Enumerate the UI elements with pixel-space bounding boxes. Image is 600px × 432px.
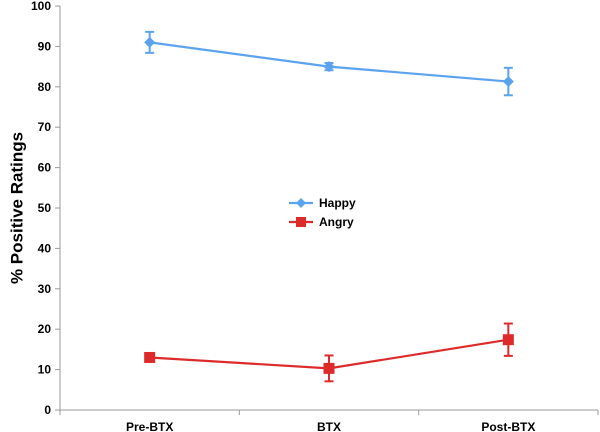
y-tick-label: 90	[38, 39, 52, 53]
y-tick-label: 70	[38, 120, 52, 134]
legend-label: Angry	[319, 215, 354, 229]
data-point	[323, 61, 335, 73]
y-tick-label: 10	[38, 363, 52, 377]
legend-item-happy: Happy	[289, 196, 356, 210]
x-tick-label: BTX	[317, 420, 341, 432]
data-point	[502, 334, 514, 346]
x-ticks: Pre-BTX BTX Post-BTX	[59, 410, 599, 432]
data-point	[144, 36, 156, 48]
x-tick-label: Pre-BTX	[126, 420, 173, 432]
y-tick-label: 0	[44, 403, 51, 417]
legend-marker	[296, 217, 306, 227]
y-tick-label: 20	[38, 322, 52, 336]
x-tick-label: Post-BTX	[481, 420, 535, 432]
data-point	[323, 362, 335, 374]
y-axis-title: % Positive Ratings	[7, 132, 26, 284]
y-tick-label: 80	[38, 80, 52, 94]
legend-item-angry: Angry	[289, 215, 354, 229]
legend-label: Happy	[319, 196, 356, 210]
data-point	[502, 76, 514, 88]
y-tick-label: 50	[38, 201, 52, 215]
series-layer	[144, 30, 514, 383]
y-tick-label: 60	[38, 161, 52, 175]
y-tick-label: 100	[31, 0, 51, 13]
legend: Happy Angry	[289, 196, 356, 229]
legend-marker	[296, 198, 306, 208]
series-happy	[144, 30, 514, 97]
series-angry	[144, 322, 514, 383]
data-point	[144, 351, 156, 363]
y-tick-label: 30	[38, 282, 52, 296]
y-ticks: 0 10 20 30 40 50 60 70 80 90 100	[31, 0, 60, 417]
y-tick-label: 40	[38, 241, 52, 255]
